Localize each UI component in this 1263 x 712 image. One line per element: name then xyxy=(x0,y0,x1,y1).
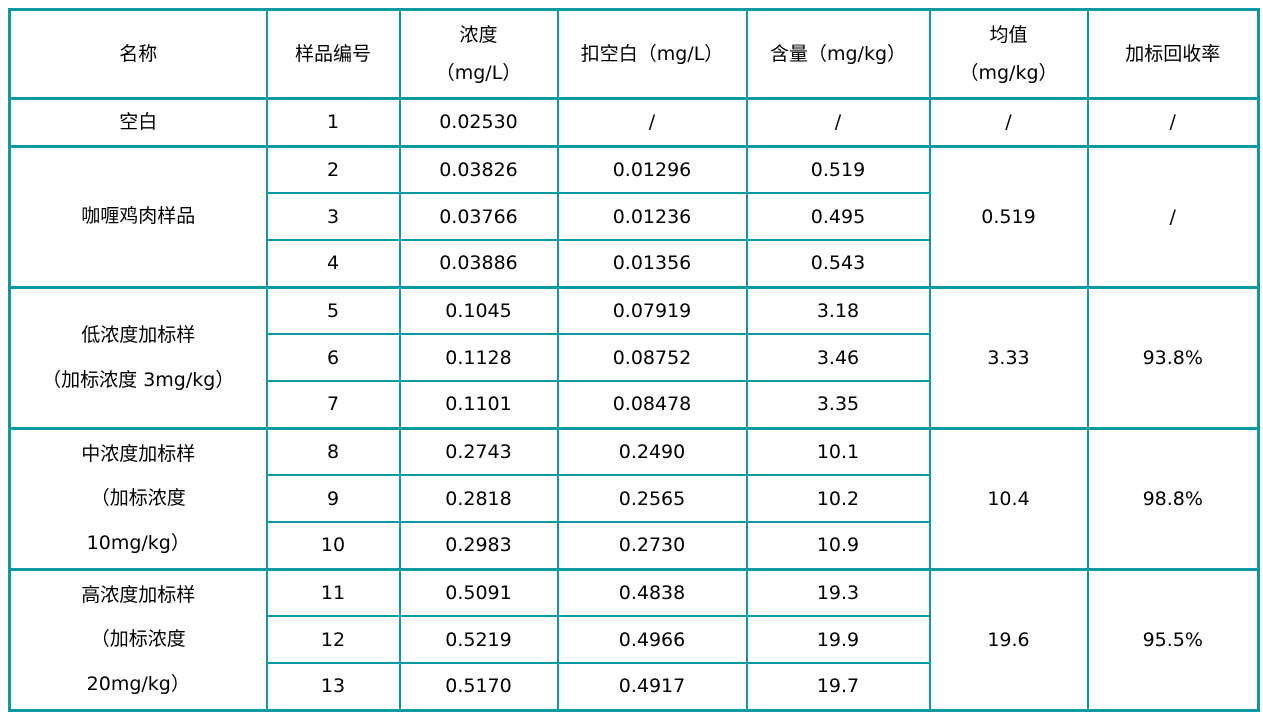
recovery-cell: 98.8% xyxy=(1086,426,1260,571)
conc-cell: 0.1101 xyxy=(398,380,559,430)
recovery-cell: / xyxy=(1086,144,1260,289)
header-cell-concentration: 浓度 （mg/L） xyxy=(398,8,559,100)
header-cell-recovery: 加标回收率 xyxy=(1086,8,1260,100)
blank-sub-cell: 0.08478 xyxy=(556,380,748,430)
header-cell-sample-id: 样品编号 xyxy=(265,8,401,100)
content-cell: 0.495 xyxy=(745,192,931,242)
recovery-cell: 95.5% xyxy=(1086,567,1260,712)
content-cell: 10.1 xyxy=(745,426,931,477)
mean-cell: 10.4 xyxy=(928,426,1089,571)
content-cell: 10.9 xyxy=(745,521,931,571)
blank-sub-cell: 0.01236 xyxy=(556,192,748,242)
name-cell: 高浓度加标样 （加标浓度 20mg/kg） xyxy=(8,567,268,712)
mean-cell: 3.33 xyxy=(928,285,1089,430)
blank-sub-cell: 0.08752 xyxy=(556,333,748,383)
recovery-cell: / xyxy=(1086,97,1260,148)
mean-cell: 0.519 xyxy=(928,144,1089,289)
content-cell: 0.519 xyxy=(745,144,931,195)
header-cell-name: 名称 xyxy=(8,8,268,100)
sample-id-cell: 6 xyxy=(265,333,401,383)
table-row: 12 0.5219 0.4966 19.9 xyxy=(10,615,1259,665)
blank-sub-cell: / xyxy=(556,97,748,148)
conc-cell: 0.1128 xyxy=(398,333,559,383)
blank-sub-cell: 0.01356 xyxy=(556,239,748,289)
content-cell: / xyxy=(745,97,931,148)
table-row: 13 0.5170 0.4917 19.7 xyxy=(10,662,1259,712)
table-row: 中浓度加标样 （加标浓度 10mg/kg） 8 0.2743 0.2490 10… xyxy=(8,426,1260,571)
sample-id-cell: 9 xyxy=(265,474,401,524)
conc-cell: 0.2743 xyxy=(398,426,559,477)
table-row: 空白 1 0.02530 / / / / xyxy=(8,97,1260,148)
conc-cell: 0.02530 xyxy=(398,97,559,148)
table-row: 6 0.1128 0.08752 3.46 xyxy=(10,333,1259,383)
table-row: 高浓度加标样 （加标浓度 20mg/kg） 11 0.5091 0.4838 1… xyxy=(8,567,1260,712)
table-row: 4 0.03886 0.01356 0.543 xyxy=(10,239,1259,289)
table-row: 10 0.2983 0.2730 10.9 xyxy=(10,521,1259,571)
sample-id-cell: 7 xyxy=(265,380,401,430)
content-cell: 10.2 xyxy=(745,474,931,524)
name-cell: 空白 xyxy=(8,97,268,148)
blank-sub-cell: 0.2730 xyxy=(556,521,748,571)
blank-sub-cell: 0.4917 xyxy=(556,662,748,712)
sample-id-cell: 4 xyxy=(265,239,401,289)
content-cell: 0.543 xyxy=(745,239,931,289)
sample-id-cell: 11 xyxy=(265,567,401,618)
conc-cell: 0.2818 xyxy=(398,474,559,524)
sample-id-cell: 3 xyxy=(265,192,401,242)
content-cell: 19.9 xyxy=(745,615,931,665)
blank-sub-cell: 0.4966 xyxy=(556,615,748,665)
conc-cell: 0.03826 xyxy=(398,144,559,195)
conc-cell: 0.5091 xyxy=(398,567,559,618)
sample-id-cell: 10 xyxy=(265,521,401,571)
sample-id-cell: 13 xyxy=(265,662,401,712)
conc-cell: 0.5219 xyxy=(398,615,559,665)
sample-id-cell: 2 xyxy=(265,144,401,195)
recovery-cell: 93.8% xyxy=(1086,285,1260,430)
table-row: 低浓度加标样 （加标浓度 3mg/kg） 5 0.1045 0.07919 3.… xyxy=(8,285,1260,430)
blank-sub-cell: 0.01296 xyxy=(556,144,748,195)
header-cell-content: 含量（mg/kg） xyxy=(745,8,931,100)
spike-recovery-table: 名称 样品编号 浓度 （mg/L） 扣空白（mg/L） 含量（mg/kg） 均值… xyxy=(8,8,1260,712)
blank-sub-cell: 0.4838 xyxy=(556,567,748,618)
header-row: 名称 样品编号 浓度 （mg/L） 扣空白（mg/L） 含量（mg/kg） 均值… xyxy=(8,8,1260,100)
mean-cell: / xyxy=(928,97,1089,148)
name-cell: 低浓度加标样 （加标浓度 3mg/kg） xyxy=(8,285,268,430)
content-cell: 3.18 xyxy=(745,285,931,336)
table-row: 9 0.2818 0.2565 10.2 xyxy=(10,474,1259,524)
conc-cell: 0.1045 xyxy=(398,285,559,336)
blank-sub-cell: 0.2565 xyxy=(556,474,748,524)
content-cell: 3.46 xyxy=(745,333,931,383)
content-cell: 19.7 xyxy=(745,662,931,712)
conc-cell: 0.03886 xyxy=(398,239,559,289)
header-cell-mean: 均值 （mg/kg） xyxy=(928,8,1089,100)
sample-id-cell: 8 xyxy=(265,426,401,477)
blank-sub-cell: 0.2490 xyxy=(556,426,748,477)
conc-cell: 0.03766 xyxy=(398,192,559,242)
sample-id-cell: 5 xyxy=(265,285,401,336)
mean-cell: 19.6 xyxy=(928,567,1089,712)
header-cell-blank-subtracted: 扣空白（mg/L） xyxy=(556,8,748,100)
name-cell: 咖喱鸡肉样品 xyxy=(8,144,268,289)
sample-id-cell: 1 xyxy=(265,97,401,148)
table-row: 7 0.1101 0.08478 3.35 xyxy=(10,380,1259,430)
conc-cell: 0.2983 xyxy=(398,521,559,571)
conc-cell: 0.5170 xyxy=(398,662,559,712)
table-row: 3 0.03766 0.01236 0.495 xyxy=(10,192,1259,242)
name-cell: 中浓度加标样 （加标浓度 10mg/kg） xyxy=(8,426,268,571)
content-cell: 3.35 xyxy=(745,380,931,430)
sample-id-cell: 12 xyxy=(265,615,401,665)
content-cell: 19.3 xyxy=(745,567,931,618)
blank-sub-cell: 0.07919 xyxy=(556,285,748,336)
table-row: 咖喱鸡肉样品 2 0.03826 0.01296 0.519 0.519 / xyxy=(8,144,1260,289)
